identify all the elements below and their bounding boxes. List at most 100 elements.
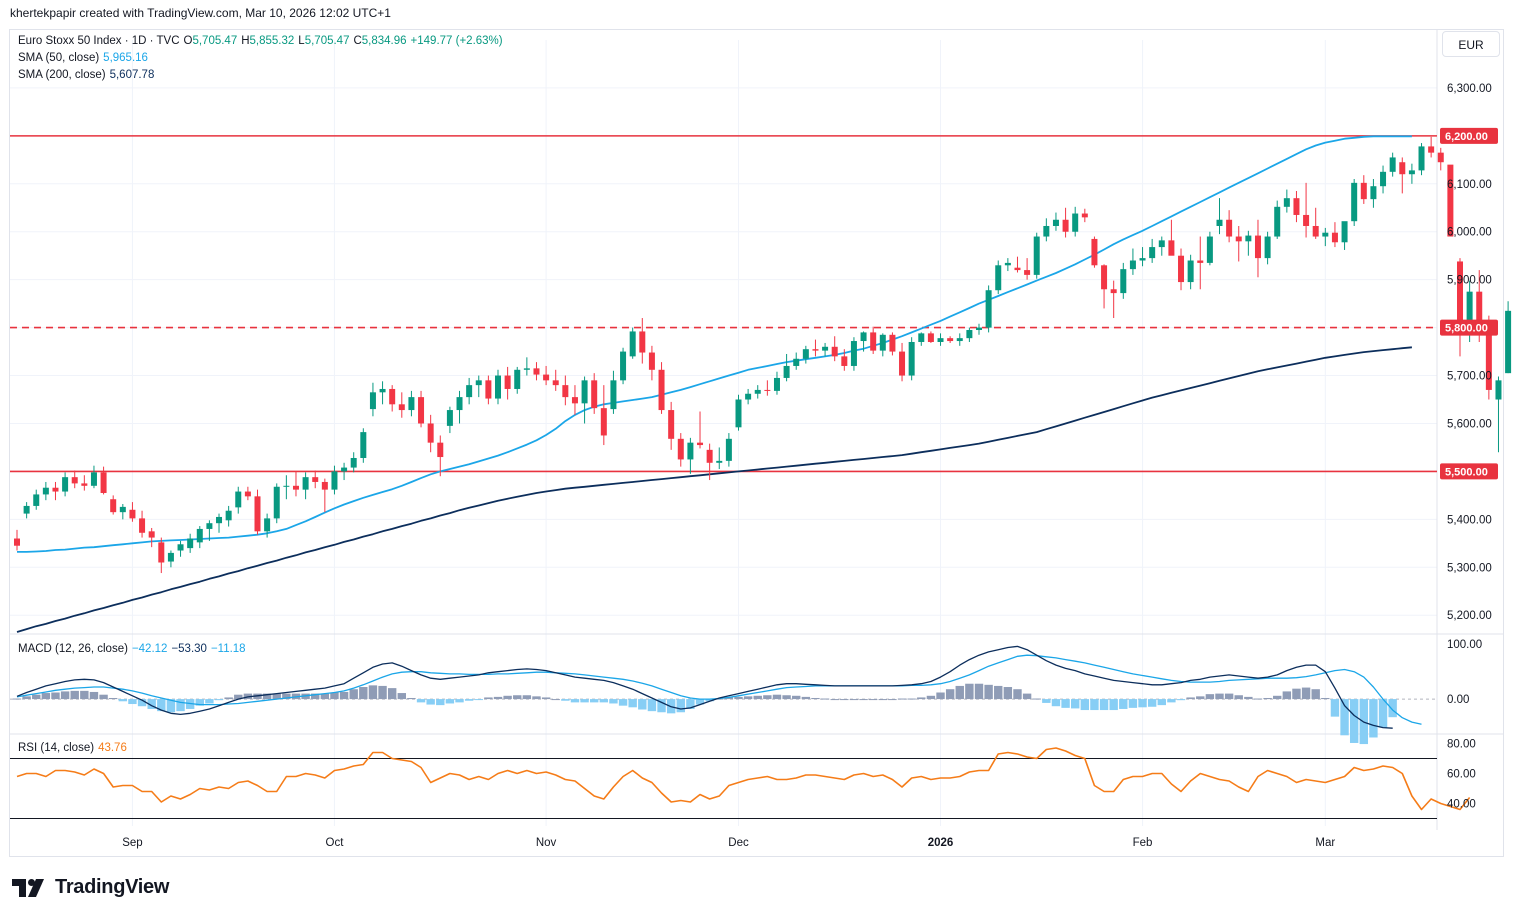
tradingview-logo[interactable]: TradingView	[12, 876, 169, 899]
candle	[562, 375, 569, 406]
currency-button[interactable]: EUR	[1442, 31, 1500, 57]
macd-histogram-bar	[205, 699, 214, 704]
candle-body	[581, 380, 588, 404]
macd-histogram-bar	[349, 689, 358, 700]
macd-histogram-bar	[1378, 699, 1388, 728]
candle	[1303, 182, 1310, 238]
macd-histogram-bar	[436, 699, 445, 706]
candle	[369, 382, 376, 417]
candle	[177, 540, 184, 557]
candle-body	[235, 491, 242, 508]
macd-histogram-bar	[387, 688, 397, 700]
candle-body	[947, 338, 954, 342]
candle-body	[1303, 214, 1310, 226]
macd-histogram-bar	[1090, 699, 1099, 711]
candle-body	[1245, 235, 1252, 242]
candle-body	[639, 331, 646, 353]
macd-histogram-bar	[888, 699, 897, 701]
macd-histogram-bar	[1282, 691, 1292, 700]
candle-body	[1110, 289, 1117, 294]
candle-body	[850, 341, 857, 366]
candle-body	[341, 467, 348, 472]
macd-histogram-bar	[647, 699, 657, 712]
candle	[1024, 258, 1031, 280]
legend-high-value: 5,855.32	[249, 35, 295, 47]
candle-body	[648, 352, 655, 370]
macd-histogram-bar	[195, 699, 204, 706]
macd-histogram-bar	[676, 699, 685, 713]
candle-body	[62, 477, 69, 492]
candle	[697, 411, 704, 449]
macd-histogram-bar	[955, 685, 964, 700]
candle	[1264, 231, 1271, 265]
macd-histogram-bar	[782, 695, 791, 700]
macd-histogram-bar	[22, 696, 31, 700]
candle	[1043, 218, 1050, 242]
candle	[1380, 165, 1387, 194]
sma50-value: 5,965.16	[103, 52, 148, 64]
macd-histogram-bar	[734, 696, 743, 700]
candle-body	[389, 388, 396, 405]
candle-body	[292, 485, 299, 490]
macd-histogram-bar	[282, 693, 291, 700]
candle	[14, 529, 20, 551]
macd-histogram-bar	[118, 699, 128, 702]
candle-body	[1457, 261, 1463, 335]
macd-histogram-bar	[493, 696, 503, 700]
candle-body	[23, 505, 30, 514]
macd-histogram-bar	[224, 697, 233, 700]
macd-histogram-bar	[1013, 689, 1022, 700]
candle-body	[706, 449, 713, 463]
legend-low-label: L	[298, 35, 305, 47]
candle	[1158, 236, 1165, 256]
macd-histogram-bar	[1042, 699, 1051, 703]
candle-body	[812, 349, 819, 351]
candle	[273, 483, 280, 524]
candle	[543, 365, 550, 386]
candle-body	[523, 368, 530, 370]
level-price-tag-text: 6,200.00	[1445, 131, 1488, 143]
candle	[1399, 157, 1406, 194]
candle-body	[533, 368, 540, 375]
candle-body	[1408, 170, 1415, 175]
legend-open-value: 5,705.47	[192, 35, 238, 47]
macd-value-3: −11.18	[210, 643, 246, 655]
candle	[62, 472, 69, 497]
candle-body	[1283, 198, 1290, 207]
macd-histogram-bar	[897, 698, 907, 700]
candle	[937, 333, 944, 346]
candle-body	[591, 380, 598, 409]
candle-body	[90, 472, 97, 486]
candle-body	[1322, 232, 1329, 237]
candle	[552, 369, 559, 391]
candle-body	[148, 531, 155, 538]
macd-histogram-bar	[811, 697, 820, 700]
candle-body	[1120, 269, 1127, 294]
candle-body	[196, 528, 203, 543]
candle-body	[918, 333, 925, 342]
macd-histogram-bar	[311, 693, 320, 700]
candle	[1274, 200, 1281, 239]
candle	[1437, 147, 1444, 171]
candle	[533, 362, 540, 381]
candle-body	[1495, 380, 1502, 400]
candle	[1370, 179, 1377, 208]
candle-body	[1072, 213, 1079, 232]
candle	[773, 371, 780, 395]
macd-histogram-bar	[455, 699, 464, 703]
time-tick-label: Mar	[1315, 837, 1335, 849]
macd-histogram-bar	[657, 699, 666, 713]
rsi-legend: RSI (14, close) 43.76	[18, 742, 131, 754]
candle-body	[504, 375, 511, 389]
candle-body	[985, 290, 992, 328]
candle	[1457, 258, 1463, 357]
candle-body	[1101, 265, 1108, 290]
candle-body	[14, 538, 20, 546]
time-tick-label: 2026	[928, 837, 954, 849]
candle	[264, 513, 271, 538]
candle-body	[312, 477, 319, 482]
candle	[1120, 262, 1127, 299]
rsi-tick-label: 40.00	[1447, 799, 1476, 811]
candle-body	[677, 438, 684, 460]
